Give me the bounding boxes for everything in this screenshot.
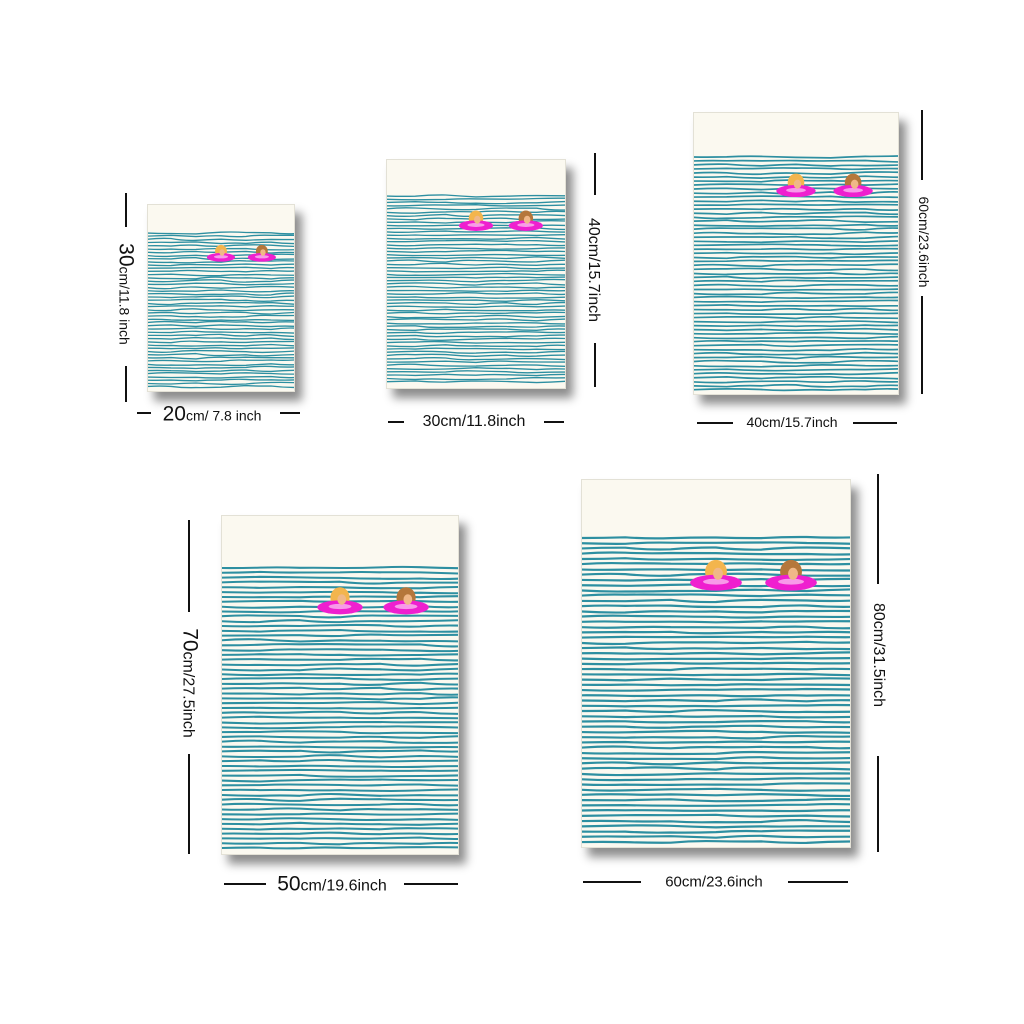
width-label-50: 50cm/19.6inch bbox=[277, 874, 387, 895]
width-dimension-line-left bbox=[697, 422, 733, 424]
width-label-40: 40cm/15.7inch bbox=[746, 414, 838, 430]
height-dimension-line-top bbox=[921, 110, 923, 180]
height-label-40: 40cm/15.7inch bbox=[585, 217, 602, 323]
swimmer-brunette bbox=[765, 559, 817, 591]
width-number: 50 bbox=[277, 872, 301, 896]
height-unit: cm/11.8 inch bbox=[116, 266, 133, 345]
height-label-80: 80cm/31.5inch bbox=[870, 602, 887, 708]
width-unit: cm/ 7.8 inch bbox=[185, 407, 262, 424]
width-unit: cm/19.6inch bbox=[300, 877, 387, 895]
width-label-20: 20cm/ 7.8 inch bbox=[163, 404, 262, 425]
width-dimension-line-right bbox=[853, 422, 897, 424]
height-dimension-line-bottom bbox=[188, 754, 190, 854]
sea-illustration bbox=[694, 155, 898, 392]
swimmer-blonde bbox=[690, 559, 742, 591]
width-dimension-line-left bbox=[224, 883, 266, 885]
swimmer-blonde bbox=[458, 210, 494, 231]
height-unit: cm/27.5inch bbox=[179, 651, 197, 738]
sea-illustration bbox=[148, 231, 294, 389]
width-dimension-line-right bbox=[280, 412, 300, 414]
swimmer-brunette bbox=[833, 173, 873, 198]
width-dimension-line-left bbox=[137, 412, 151, 414]
poster-20x30 bbox=[147, 204, 295, 392]
swimmer-blonde bbox=[776, 173, 816, 198]
height-dimension-line-bottom bbox=[125, 366, 127, 402]
poster-60x80 bbox=[581, 479, 851, 848]
sea-illustration bbox=[222, 565, 458, 850]
width-dimension-line-right bbox=[404, 883, 458, 885]
width-dimension-line-right bbox=[544, 421, 564, 423]
swimmer-brunette bbox=[247, 244, 276, 262]
width-label-60: 60cm/23.6inch bbox=[665, 873, 763, 891]
height-dimension-line-bottom bbox=[921, 296, 923, 394]
width-dimension-line-left bbox=[583, 881, 641, 883]
width-dimension-line-right bbox=[788, 881, 848, 883]
height-number: 30 bbox=[114, 243, 138, 267]
height-dimension-line-top bbox=[188, 520, 190, 612]
width-dimension-line-left bbox=[388, 421, 404, 423]
height-dimension-line-top bbox=[125, 193, 127, 227]
height-dimension-line-bottom bbox=[877, 756, 879, 852]
swimmer-blonde bbox=[317, 587, 363, 615]
sea-illustration bbox=[582, 535, 850, 845]
height-dimension-line-bottom bbox=[594, 343, 596, 387]
height-dimension-line-top bbox=[594, 153, 596, 195]
width-number: 20 bbox=[162, 402, 186, 426]
sea-illustration bbox=[387, 194, 565, 384]
poster-30x40 bbox=[386, 159, 566, 389]
swimmer-brunette bbox=[383, 587, 429, 615]
height-dimension-line-top bbox=[877, 474, 879, 584]
swimmer-brunette bbox=[508, 210, 543, 231]
height-number: 70 bbox=[178, 628, 202, 652]
poster-40x60 bbox=[693, 112, 899, 395]
height-label-60: 60cm/23.6inch bbox=[916, 196, 932, 288]
height-label-70: 70cm/27.5inch bbox=[178, 628, 202, 738]
swimmer-blonde bbox=[206, 244, 236, 262]
width-label-30: 30cm/11.8inch bbox=[422, 413, 526, 430]
height-label-30: 30cm/11.8 inch bbox=[114, 243, 138, 345]
poster-50x70 bbox=[221, 515, 459, 855]
